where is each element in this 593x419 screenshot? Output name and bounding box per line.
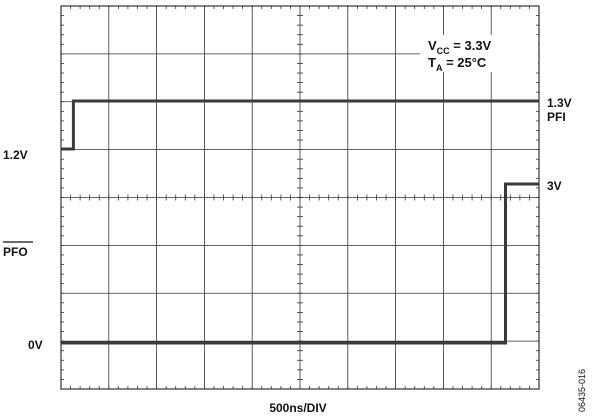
scope-frame [60, 5, 540, 390]
trace-pfo [61, 182, 539, 345]
conditions-box [420, 35, 538, 72]
figure-id: 06435-016 [577, 369, 587, 412]
scope-grid [60, 5, 540, 390]
vcc-condition: VCC = 3.3V [428, 38, 492, 56]
pfi-low-level-label: 1.2V [3, 148, 28, 162]
pfo-high-level-label: 3V [547, 179, 562, 193]
trace-pfi [61, 99, 539, 151]
pfi-channel-label: PFI [547, 110, 566, 124]
trace-layer [61, 99, 539, 345]
ta-condition: TA = 25°C [428, 55, 487, 73]
pfo-low-level-label: 0V [28, 338, 43, 352]
x-axis-label: 500ns/DIV [269, 401, 326, 415]
pfi-high-level-label: 1.3V [547, 96, 572, 110]
pfo-channel-label: PFO [3, 245, 28, 259]
